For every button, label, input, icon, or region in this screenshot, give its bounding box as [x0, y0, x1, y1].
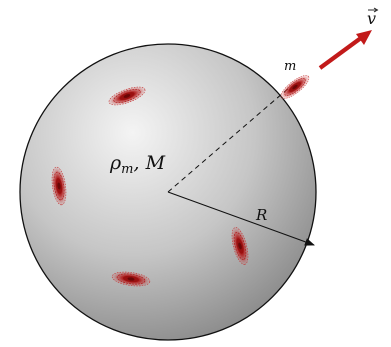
velocity-label: v [367, 7, 379, 28]
particle-mass-label: m [284, 59, 296, 74]
svg-text:v: v [367, 9, 376, 28]
radius-label: R [255, 206, 267, 224]
escaping-mass-galaxy-icon [276, 70, 314, 104]
density-mass-label: ρm, M [109, 152, 166, 177]
radius-arrow [167, 191, 315, 246]
arrow-vector-icon [318, 30, 372, 70]
